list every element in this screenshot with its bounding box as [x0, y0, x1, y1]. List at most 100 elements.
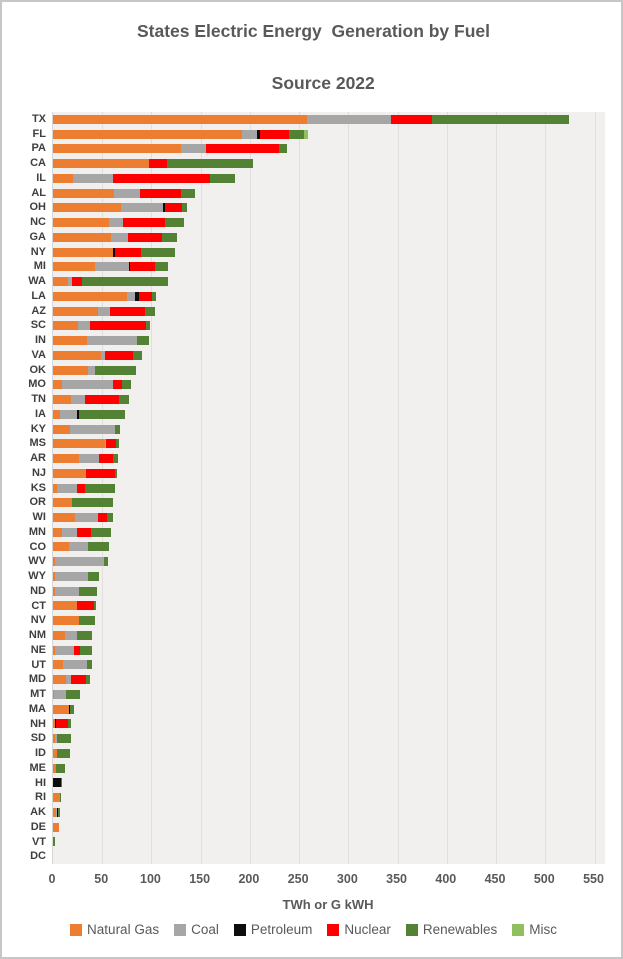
- legend-item-coal: Coal: [174, 922, 219, 937]
- y-axis-label-NJ: NJ: [31, 466, 46, 479]
- bar-segment-PA-coal: [180, 144, 206, 154]
- bar-segment-KS-nuclear: [76, 483, 86, 493]
- bar-segment-TN-natural_gas: [53, 395, 71, 405]
- y-axis-label-WV: WV: [28, 555, 46, 568]
- y-axis-label-AR: AR: [30, 452, 46, 465]
- bar-row-NC: [53, 218, 184, 228]
- bar-row-MT: [53, 689, 80, 699]
- y-axis-label-IN: IN: [35, 334, 46, 347]
- bar-segment-NM-renewables: [76, 630, 93, 640]
- y-axis-label-MN: MN: [28, 525, 46, 538]
- y-axis-label-MA: MA: [28, 702, 46, 715]
- legend-swatch-misc-icon: [512, 923, 525, 936]
- bar-segment-AR-natural_gas: [53, 454, 79, 463]
- bar-segment-SC-coal: [77, 321, 91, 331]
- y-axis-label-FL: FL: [32, 127, 46, 140]
- bar-row-WV: [53, 557, 109, 567]
- y-axis-label-NC: NC: [30, 216, 46, 229]
- bar-segment-TX-nuclear: [390, 114, 433, 124]
- bar-segment-NY-petroleum: [113, 247, 116, 257]
- y-axis-label-AZ: AZ: [31, 304, 46, 317]
- bar-segment-ID-renewables: [56, 748, 70, 758]
- bar-row-ME: [53, 763, 65, 773]
- bar-row-MS: [53, 439, 119, 449]
- y-axis-label-KY: KY: [30, 422, 46, 435]
- chart-title: States Electric Energy Generation by Fue…: [2, 18, 621, 122]
- y-axis-label-AK: AK: [30, 806, 46, 819]
- y-axis-label-ND: ND: [30, 584, 46, 597]
- bar-segment-OH-natural_gas: [53, 203, 121, 213]
- bar-segment-CT-renewables: [94, 601, 97, 611]
- bar-segment-OH-petroleum: [163, 203, 166, 213]
- bar-segment-WY-natural_gas: [53, 571, 55, 581]
- bar-segment-MS-natural_gas: [53, 439, 106, 449]
- y-axis-label-WY: WY: [28, 570, 46, 583]
- bar-segment-FL-misc: [304, 129, 308, 139]
- bar-segment-NY-renewables: [140, 247, 176, 257]
- bar-segment-VT-renewables: [53, 837, 55, 847]
- bar-segment-VA-nuclear: [105, 350, 133, 360]
- bar-segment-MS-renewables: [116, 439, 119, 449]
- bar-segment-OH-coal: [120, 203, 164, 213]
- bar-segment-NJ-renewables: [115, 468, 117, 478]
- y-axis-label-WI: WI: [32, 511, 46, 524]
- bar-segment-NE-nuclear: [73, 645, 80, 655]
- gridline-400: [446, 112, 448, 864]
- legend-label-coal: Coal: [191, 922, 219, 937]
- bar-row-NY: [53, 247, 176, 257]
- bar-segment-KS-natural_gas: [53, 483, 57, 493]
- x-axis-title: TWh or G kWH: [282, 897, 374, 912]
- gridline-550: [594, 112, 596, 864]
- bar-row-WY: [53, 571, 100, 581]
- bar-segment-PA-natural_gas: [53, 144, 181, 154]
- bar-segment-MO-nuclear: [113, 380, 122, 390]
- bar-segment-NH-renewables: [67, 719, 71, 729]
- y-axis-label-OR: OR: [29, 496, 47, 509]
- bar-row-AR: [53, 454, 118, 463]
- bar-segment-VA-renewables: [132, 350, 142, 360]
- bar-segment-IL-natural_gas: [53, 173, 73, 183]
- bar-segment-OH-renewables: [181, 203, 187, 213]
- bar-segment-TX-natural_gas: [53, 114, 307, 124]
- bar-segment-ND-renewables: [78, 586, 98, 596]
- bar-row-RI: [53, 793, 61, 803]
- bar-segment-TN-nuclear: [84, 395, 119, 405]
- y-axis-label-ME: ME: [29, 761, 47, 774]
- bar-segment-IL-renewables: [209, 173, 236, 183]
- bar-segment-HI-petroleum: [53, 778, 61, 788]
- bar-row-NH: [53, 719, 71, 729]
- bar-row-SD: [53, 734, 71, 744]
- bar-segment-ME-natural_gas: [53, 763, 56, 773]
- chart-title-line1: States Electric Energy Generation by Fue…: [136, 21, 491, 41]
- bar-segment-NY-natural_gas: [53, 247, 114, 257]
- y-axis-label-NH: NH: [30, 717, 46, 730]
- bar-segment-AR-coal: [78, 454, 100, 463]
- y-axis-label-CA: CA: [30, 157, 46, 170]
- bar-segment-AK-renewables: [57, 807, 60, 817]
- bar-segment-GA-natural_gas: [53, 232, 112, 242]
- bar-segment-TN-coal: [70, 395, 85, 405]
- bar-segment-PA-renewables: [279, 144, 288, 154]
- bar-segment-NV-natural_gas: [53, 616, 79, 626]
- bar-row-AZ: [53, 306, 156, 316]
- bar-segment-MI-petroleum: [128, 262, 130, 272]
- gridline-500: [545, 112, 547, 864]
- legend-swatch-natural_gas-icon: [70, 923, 83, 936]
- bar-segment-IN-coal: [87, 336, 137, 346]
- bar-segment-AZ-coal: [98, 306, 111, 316]
- bar-row-GA: [53, 232, 178, 242]
- bar-segment-ND-natural_gas: [53, 586, 55, 596]
- y-axis-label-TX: TX: [31, 113, 46, 125]
- gridline-200: [249, 112, 251, 864]
- bar-row-VT: [53, 837, 55, 847]
- bar-segment-WV-renewables: [104, 557, 109, 567]
- bar-segment-MO-natural_gas: [53, 380, 62, 390]
- bar-segment-MA-renewables: [69, 704, 74, 714]
- bar-segment-IA-petroleum: [76, 409, 79, 419]
- y-axis-label-OK: OK: [29, 363, 47, 376]
- y-axis-label-HI: HI: [35, 776, 46, 789]
- bar-segment-MN-nuclear: [76, 527, 92, 537]
- bar-segment-TX-renewables: [432, 114, 569, 124]
- bar-segment-WI-nuclear: [98, 512, 108, 522]
